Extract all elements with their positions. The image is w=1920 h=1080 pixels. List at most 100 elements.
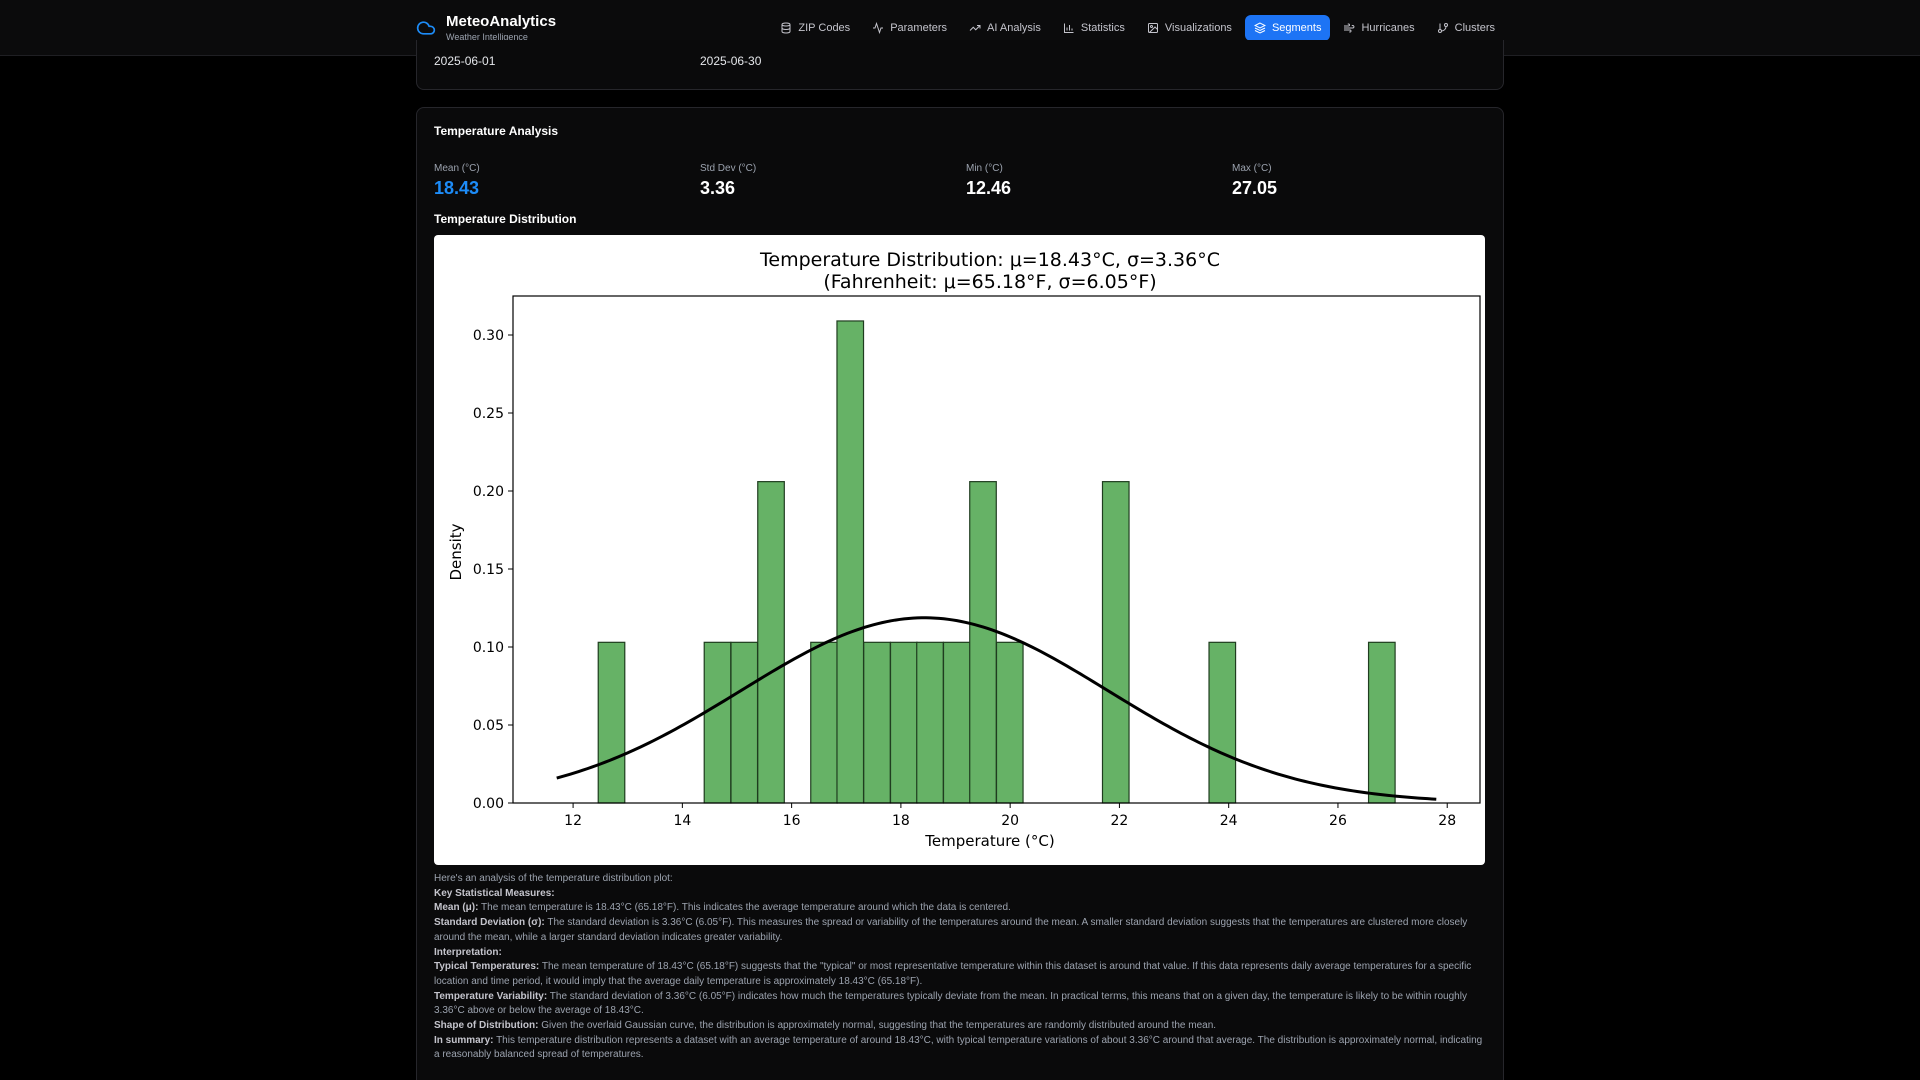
histogram-bar-11 <box>995 641 1024 804</box>
y-tick-label: 0.15 <box>473 562 504 578</box>
section-title: Temperature Analysis <box>434 124 559 138</box>
analysis-desc: The mean temperature is 18.43°C (65.18°F… <box>478 902 1011 914</box>
database-icon <box>780 22 792 34</box>
x-tick-label: 14 <box>673 813 691 829</box>
main-nav: ZIP Codes Parameters AI Analysis Statist… <box>771 15 1504 41</box>
x-tick-label: 18 <box>892 813 910 829</box>
histogram-bar-7 <box>889 641 918 804</box>
analysis-heading: Interpretation: <box>434 946 502 958</box>
analysis-desc: The standard deviation is 3.36°C (6.05°F… <box>434 917 1468 943</box>
nav-label: Clusters <box>1454 22 1495 34</box>
y-tick-label: 0.10 <box>473 640 504 656</box>
stat-value: 12.46 <box>966 178 1012 198</box>
x-tick-label: 24 <box>1220 813 1238 829</box>
nav-label: Parameters <box>890 22 948 34</box>
nav-label: ZIP Codes <box>798 22 851 34</box>
stat-std-dev: Std Dev (°C) 3.36 <box>700 162 756 199</box>
activity-icon <box>872 22 884 34</box>
app-tagline: Weather Intelligence <box>446 32 528 42</box>
histogram-bar-14 <box>1367 641 1396 804</box>
stat-value: 27.05 <box>1232 178 1278 198</box>
analysis-term: Mean (μ): <box>434 902 479 914</box>
nav-statistics[interactable]: Statistics <box>1054 15 1134 41</box>
x-tick-label: 22 <box>1111 813 1129 829</box>
histogram-bar-6 <box>863 641 891 804</box>
stat-value: 18.43 <box>434 178 480 198</box>
stat-label: Mean (°C) <box>434 163 480 174</box>
analysis-paragraph: Typical Temperatures: The mean temperatu… <box>434 960 1485 989</box>
histogram-bar-1 <box>703 641 732 804</box>
analysis-desc: This temperature distribution represents… <box>434 1034 1483 1061</box>
date-range-card: 2025-06-01 2025-06-30 <box>416 40 1504 90</box>
stat-label: Max (°C) <box>1232 163 1272 174</box>
analysis-heading: Key Statistical Measures: <box>434 887 555 899</box>
y-axis-label: Density <box>447 523 465 580</box>
histogram-bar-9 <box>942 641 971 804</box>
image-icon <box>1147 22 1159 34</box>
nav-hurricanes[interactable]: Hurricanes <box>1334 15 1423 41</box>
stat-mean: Mean (°C) 18.43 <box>434 162 480 199</box>
chart-subtitle: (Fahrenheit: μ=65.18°F, σ=6.05°F) <box>823 271 1156 293</box>
analysis-term: Temperature Variability: <box>434 990 548 1002</box>
histogram-bar-12 <box>1101 481 1130 804</box>
stat-label: Std Dev (°C) <box>700 163 757 174</box>
nav-label: AI Analysis <box>987 22 1041 34</box>
start-date-value: 2025-06-01 <box>434 54 496 68</box>
analysis-desc: Given the overlaid Gaussian curve, the d… <box>538 1020 1217 1032</box>
cloud-icon <box>416 18 436 38</box>
analysis-term: Shape of Distribution: <box>434 1020 539 1032</box>
x-axis-label: Temperature (°C) <box>924 832 1054 850</box>
stat-min: Min (°C) 12.46 <box>966 162 1011 199</box>
end-date-value: 2025-06-30 <box>700 54 762 68</box>
x-tick-label: 12 <box>564 813 582 829</box>
nav-label: Visualizations <box>1164 22 1232 34</box>
stat-label: Min (°C) <box>966 163 1003 174</box>
x-tick-label: 16 <box>783 813 801 829</box>
histogram-bar-4 <box>810 641 838 804</box>
analysis-desc: The mean temperature of 18.43°C (65.18°F… <box>434 961 1472 987</box>
analysis-term: In summary: <box>434 1034 494 1046</box>
git-branch-icon <box>1437 22 1449 34</box>
chart-title: Temperature Distribution: μ=18.43°C, σ=3… <box>759 249 1220 271</box>
stat-max: Max (°C) 27.05 <box>1232 162 1277 199</box>
y-tick-label: 0.00 <box>473 796 504 812</box>
nav-ai-analysis[interactable]: AI Analysis <box>960 15 1050 41</box>
nav-visualizations[interactable]: Visualizations <box>1138 15 1241 41</box>
nav-zip-codes[interactable]: ZIP Codes <box>771 15 859 41</box>
analysis-paragraph: Mean (μ): The mean temperature is 18.43°… <box>434 901 1485 916</box>
layers-icon <box>1253 22 1266 34</box>
analysis-paragraph: Temperature Variability: The standard de… <box>434 990 1485 1019</box>
plot-frame <box>512 295 1481 804</box>
x-tick-label: 28 <box>1438 813 1456 829</box>
stat-value: 3.36 <box>700 178 736 198</box>
trending-up-icon <box>969 22 981 34</box>
app-name: MeteoAnalytics <box>446 13 557 30</box>
temperature-distribution-chart: Temperature Distribution: μ=18.43°C, σ=3… <box>434 235 1485 865</box>
histogram-bar-0 <box>597 641 626 804</box>
x-tick-label: 20 <box>1001 813 1019 829</box>
histogram-bar-8 <box>916 641 944 804</box>
brand[interactable]: MeteoAnalytics Weather Intelligence <box>416 13 556 43</box>
analysis-paragraph: In summary: This temperature distributio… <box>434 1034 1485 1063</box>
gaussian-curve <box>556 616 1437 801</box>
analysis-text: Here's an analysis of the temperature di… <box>434 872 1485 1063</box>
analysis-term: Standard Deviation (σ): <box>434 917 545 929</box>
y-tick-label: 0.20 <box>473 484 504 500</box>
nav-label: Statistics <box>1080 22 1125 34</box>
distribution-heading: Temperature Distribution <box>434 212 577 226</box>
histogram-bar-2 <box>730 641 759 804</box>
nav-label: Segments <box>1271 22 1322 34</box>
histogram-bar-13 <box>1208 641 1237 804</box>
histogram-bar-5 <box>836 320 865 804</box>
nav-parameters[interactable]: Parameters <box>863 15 956 41</box>
histogram-bar-3 <box>757 481 785 804</box>
nav-clusters[interactable]: Clusters <box>1428 15 1504 41</box>
x-tick-label: 26 <box>1329 813 1347 829</box>
analysis-term: Typical Temperatures: <box>434 961 540 973</box>
nav-label: Hurricanes <box>1361 22 1415 34</box>
nav-segments[interactable]: Segments <box>1244 15 1331 41</box>
bar-chart-icon <box>1063 22 1075 34</box>
wind-icon <box>1343 22 1355 34</box>
analysis-intro: Here's an analysis of the temperature di… <box>434 873 673 884</box>
y-tick-label: 0.25 <box>473 406 504 422</box>
